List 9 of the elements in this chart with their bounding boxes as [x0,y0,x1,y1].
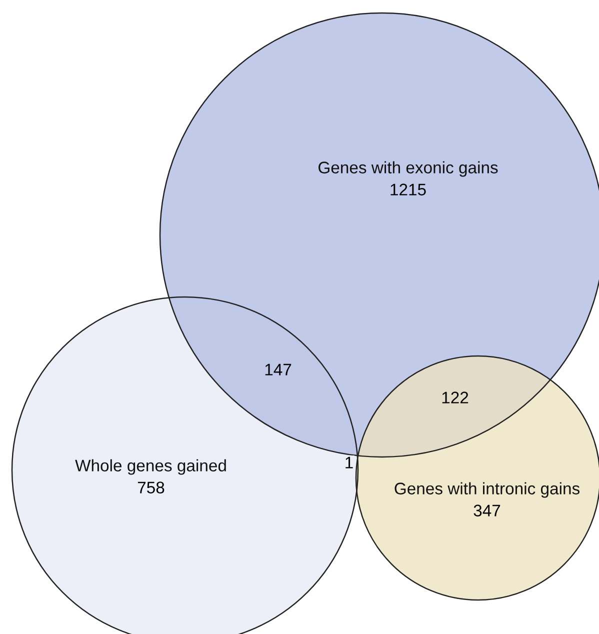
data-label: 1215 [390,184,426,196]
category-label: Whole genes gained [75,459,226,475]
text: 147 [265,364,292,376]
data-label: 347 [474,504,500,516]
text: 1 [346,456,353,468]
category-label: Genes with intronic gains [394,482,580,498]
data-label: 758 [138,482,164,494]
text: 122 [442,392,468,404]
category-label: Genes with exonic gains [318,161,498,177]
